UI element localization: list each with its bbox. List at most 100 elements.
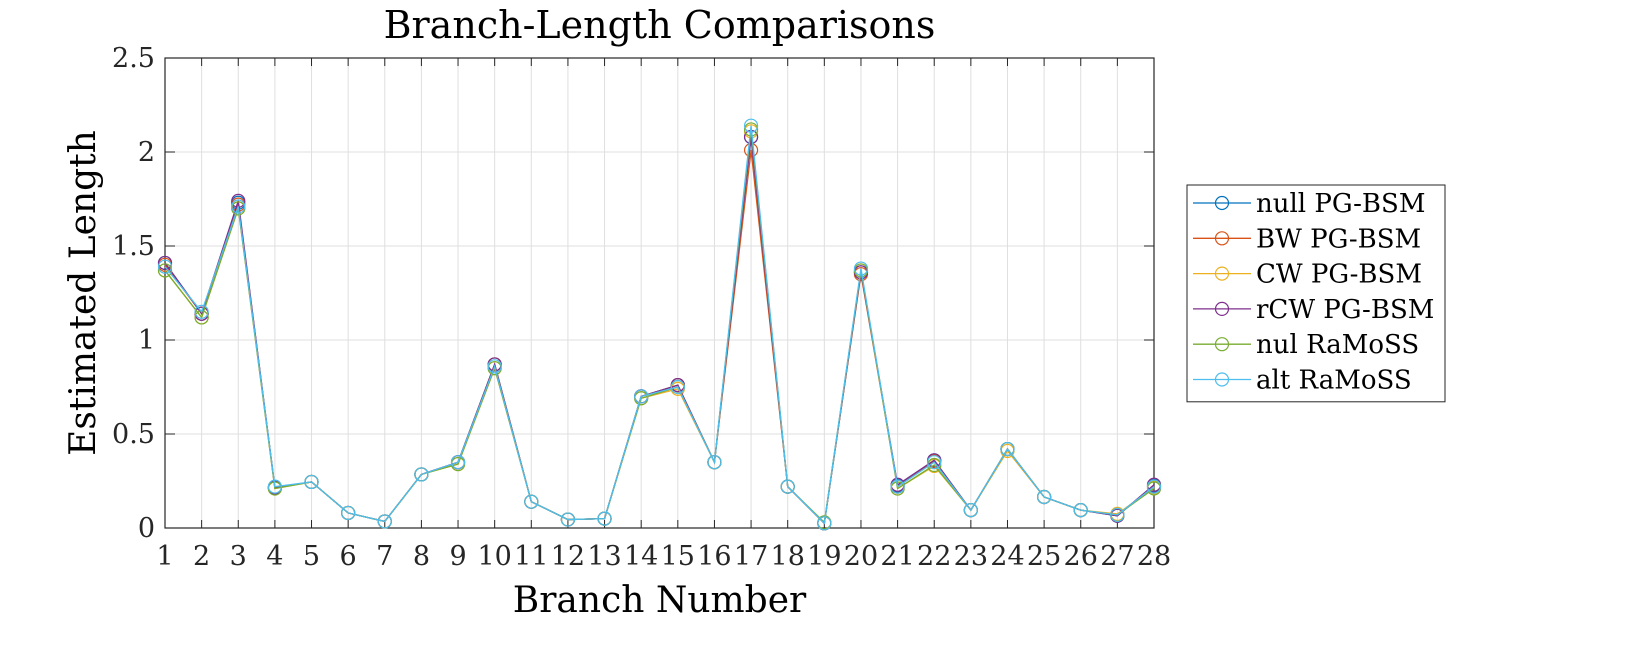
- y-tick-label: 0.5: [112, 419, 155, 450]
- legend-item: null PG-BSM: [1193, 189, 1425, 219]
- legend-label: BW PG-BSM: [1256, 224, 1421, 254]
- chart-title: Branch-Length Comparisons: [384, 3, 936, 47]
- data-point: [377, 514, 392, 529]
- x-axis-label: Branch Number: [513, 580, 807, 621]
- x-tick-label: 4: [266, 541, 283, 572]
- x-tick-label: 14: [624, 541, 658, 572]
- legend-swatch-marker: [1214, 301, 1230, 316]
- legend-label: CW PG-BSM: [1256, 260, 1422, 290]
- x-tick-label: 24: [990, 541, 1024, 572]
- legend-label: alt RaMoSS: [1256, 366, 1412, 396]
- data-point: [743, 122, 759, 137]
- legend-label: rCW PG-BSM: [1256, 295, 1434, 325]
- series-line: [164, 125, 1155, 525]
- x-tick-label: 16: [697, 541, 731, 572]
- series-4: [157, 122, 1162, 530]
- x-tick-label: 15: [661, 541, 695, 572]
- data-point: [1110, 507, 1125, 522]
- x-tick-label: 2: [193, 541, 210, 572]
- x-tick-label: 23: [954, 541, 988, 572]
- series-0: [157, 129, 1162, 531]
- x-tick-label: 11: [514, 541, 548, 572]
- data-point: [560, 512, 576, 527]
- series-line: [164, 136, 1155, 525]
- data-point: [524, 494, 539, 509]
- plot-frame: [164, 57, 1155, 529]
- legend-item: BW PG-BSM: [1193, 224, 1421, 254]
- y-tick-label: 2.5: [112, 43, 155, 74]
- data-point: [743, 118, 759, 133]
- data-point: [853, 261, 869, 276]
- x-tick-label: 13: [587, 541, 621, 572]
- data-point: [304, 474, 319, 490]
- x-tick-label: 12: [551, 541, 585, 572]
- legend-label: nul RaMoSS: [1256, 330, 1419, 360]
- data-point: [157, 259, 173, 274]
- x-tick-label: 26: [1064, 541, 1098, 572]
- data-point: [670, 379, 685, 395]
- series-line: [164, 150, 1155, 525]
- x-tick-label: 10: [477, 541, 511, 572]
- data-point: [1000, 441, 1015, 457]
- y-tick-label: 1: [138, 325, 155, 356]
- y-axis-label: Estimated Length: [63, 130, 104, 456]
- x-tick-label: 22: [917, 541, 951, 572]
- series-2: [157, 124, 1162, 531]
- y-tick-label: 1.5: [112, 231, 155, 262]
- data-point: [487, 359, 502, 374]
- legend-box: [1186, 184, 1446, 403]
- x-tick-label: 28: [1137, 541, 1171, 572]
- data-point: [707, 455, 722, 470]
- series-5: [157, 118, 1162, 531]
- data-point: [890, 479, 905, 494]
- data-point: [597, 511, 612, 526]
- data-point: [194, 304, 209, 319]
- axis-ticks: 1 2 3 4 5 6 7 8 9 10 11 12 13 14 15 16 17 18 19 20 21 22 23 24 2…: [112, 43, 1171, 572]
- data-point: [780, 479, 795, 494]
- x-tick-label: 21: [880, 541, 914, 572]
- data-point: [1146, 479, 1162, 494]
- x-tick-label: 20: [844, 541, 878, 572]
- x-tick-label: 17: [734, 541, 768, 572]
- series-line: [164, 136, 1155, 525]
- data-point: [817, 516, 832, 531]
- legend-item: CW PG-BSM: [1193, 260, 1422, 290]
- x-tick-label: 7: [376, 541, 393, 572]
- data-point: [634, 389, 649, 404]
- y-tick-label: 0: [138, 513, 155, 544]
- data-point: [414, 467, 429, 482]
- data-point: [157, 263, 173, 278]
- data-point: [157, 255, 173, 271]
- data-point: [963, 503, 978, 518]
- x-tick-label: 1: [156, 541, 173, 572]
- series-3: [157, 129, 1162, 531]
- x-tick-label: 8: [413, 541, 430, 572]
- data-point: [341, 505, 356, 521]
- series-line: [164, 131, 1155, 525]
- series-line: [164, 129, 1155, 524]
- y-tick-label: 2: [138, 137, 155, 168]
- data-point: [267, 479, 282, 494]
- data-point: [231, 199, 246, 214]
- x-tick-label: 25: [1027, 541, 1061, 572]
- x-tick-label: 3: [230, 541, 247, 572]
- x-tick-label: 27: [1100, 541, 1134, 572]
- series-layer: [157, 118, 1162, 531]
- x-tick-label: 6: [340, 541, 357, 572]
- legend-item: alt RaMoSS: [1193, 366, 1412, 396]
- legend-item: rCW PG-BSM: [1193, 295, 1434, 325]
- x-tick-label: 5: [303, 541, 320, 572]
- data-point: [927, 455, 942, 470]
- legend-item: nul RaMoSS: [1193, 330, 1419, 360]
- data-point: [1073, 503, 1088, 518]
- legend-label: null PG-BSM: [1256, 189, 1425, 219]
- series-1: [157, 143, 1162, 531]
- x-tick-label: 18: [771, 541, 805, 572]
- legend: null PG-BSM BW PG-BSM CW PG-BSM rCW PG-BSM n…: [1186, 184, 1446, 403]
- legend-swatch-marker: [1214, 195, 1230, 211]
- legend-swatch-marker: [1214, 337, 1230, 352]
- legend-swatch-marker: [1214, 231, 1230, 246]
- legend-swatch-marker: [1214, 266, 1230, 281]
- x-tick-label: 9: [449, 541, 466, 572]
